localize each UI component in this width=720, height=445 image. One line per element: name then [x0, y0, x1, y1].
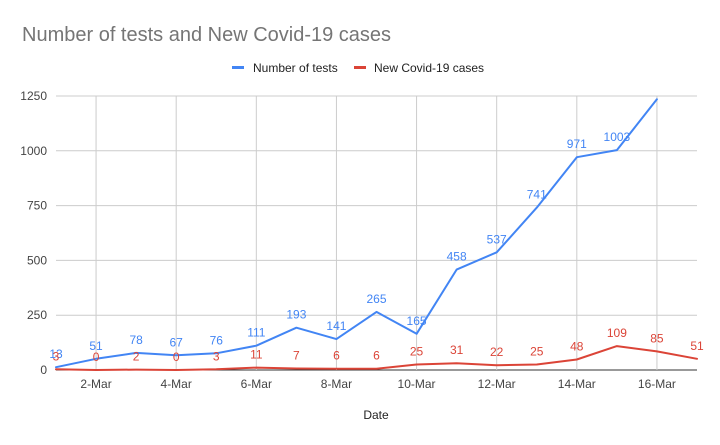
y-gridlines	[56, 95, 697, 371]
tests-data-label: 111	[247, 326, 266, 340]
x-tick-label: 6-Mar	[241, 377, 272, 391]
cases-data-label: 0	[93, 350, 100, 364]
legend-label-tests: Number of tests	[253, 61, 338, 75]
cases-data-label: 2	[133, 350, 140, 364]
y-tick-label: 500	[27, 253, 47, 267]
y-tick-label: 0	[40, 363, 47, 377]
tests-data-label: 165	[407, 314, 427, 328]
legend-swatch-tests	[232, 66, 244, 69]
tests-data-label: 193	[286, 308, 306, 322]
cases-data-label: 7	[293, 348, 300, 362]
tests-data-label: 76	[210, 333, 224, 347]
cases-data-label: 48	[570, 339, 584, 353]
legend: Number of tests New Covid-19 cases	[232, 61, 484, 75]
x-gridlines	[95, 96, 658, 370]
x-tick-label: 14-Mar	[558, 377, 596, 391]
cases-data-label: 3	[53, 349, 60, 363]
cases-data-label: 6	[373, 349, 380, 363]
cases-data-label: 3	[213, 349, 220, 363]
tests-data-label: 141	[326, 319, 346, 333]
tests-data-label: 458	[447, 250, 467, 264]
cases-series-line	[55, 345, 698, 371]
tests-data-label: 537	[487, 232, 507, 246]
x-tick-labels: 2-Mar 4-Mar 6-Mar 8-Mar 10-Mar 12-Mar 14-Mar 16…	[80, 377, 676, 391]
tests-data-label: 971	[567, 137, 587, 151]
chart-title: Number of tests and New Covid-19 cases	[22, 24, 391, 46]
tests-series-line	[55, 98, 658, 369]
cases-data-label: 0	[173, 350, 180, 364]
legend-label-cases: New Covid-19 cases	[374, 61, 484, 75]
tests-data-label: 67	[170, 335, 184, 349]
y-tick-labels: 0 250 500 750 1000 1250	[20, 89, 47, 377]
y-tick-label: 250	[27, 308, 47, 322]
x-tick-label: 2-Mar	[80, 377, 111, 391]
cases-data-label: 25	[410, 345, 424, 359]
x-tick-label: 16-Mar	[638, 377, 676, 391]
x-axis-title: Date	[363, 408, 389, 422]
cases-data-label: 25	[530, 345, 544, 359]
cases-data-label: 22	[490, 345, 504, 359]
y-tick-label: 1000	[20, 144, 47, 158]
x-tick-label: 4-Mar	[161, 377, 192, 391]
tests-data-label: 13	[49, 347, 63, 361]
x-tick-label: 10-Mar	[398, 377, 436, 391]
series-lines	[55, 98, 698, 371]
tests-data-label: 78	[129, 333, 143, 347]
cases-data-label: 51	[690, 339, 704, 353]
x-tick-label: 8-Mar	[321, 377, 352, 391]
y-tick-label: 750	[27, 199, 47, 213]
tests-data-label: 741	[527, 188, 547, 202]
cases-data-label: 6	[333, 349, 340, 363]
tests-data-label: 265	[366, 292, 386, 306]
tests-data-label: 51	[89, 339, 103, 353]
legend-swatch-cases	[354, 66, 366, 69]
cases-data-label: 85	[650, 331, 664, 345]
cases-data-label: 11	[250, 348, 263, 362]
tests-data-label: 1003	[604, 130, 631, 144]
x-tick-label: 12-Mar	[478, 377, 516, 391]
cases-data-label: 31	[450, 343, 464, 357]
y-tick-label: 1250	[20, 89, 47, 103]
cases-data-label: 109	[607, 326, 627, 340]
